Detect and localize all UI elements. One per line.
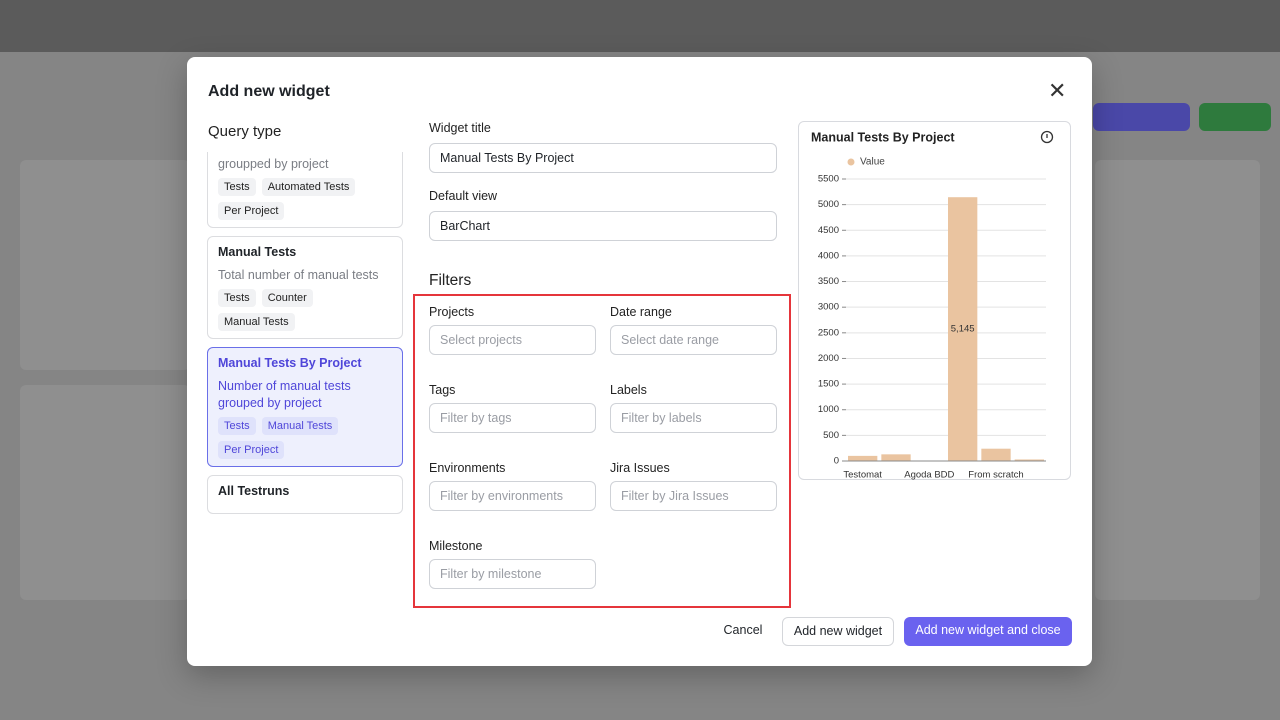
card-tags: Tests Counter Manual Tests (218, 289, 392, 331)
bar (1014, 459, 1044, 461)
y-tick-label: 1000 (818, 404, 839, 415)
query-cards: Number of automated tests groupped by pr… (207, 152, 403, 514)
highlight-box (413, 294, 791, 608)
tag: Tests (218, 178, 256, 196)
filter-label: Labels (610, 383, 647, 397)
filter-input[interactable]: Filter by tags (429, 403, 596, 433)
y-tick-label: 0 (834, 456, 839, 467)
tag: Automated Tests (261, 178, 356, 196)
filter-input[interactable]: Select date range (610, 325, 777, 355)
card-tags: Tests Manual Tests Per Project (218, 417, 392, 459)
y-tick-label: 2500 (818, 327, 839, 338)
backdrop-panel (20, 385, 190, 600)
backdrop-panel (20, 160, 190, 370)
filters-heading: Filters (429, 272, 472, 289)
query-type-heading: Query type (208, 123, 282, 140)
data-label: 5,145 (951, 324, 975, 335)
query-card[interactable]: All Testruns (207, 475, 403, 514)
default-view-select[interactable]: BarChart (429, 211, 777, 241)
y-tick-label: 500 (823, 430, 839, 441)
filter-label: Tags (429, 383, 456, 397)
cancel-button[interactable]: Cancel (723, 623, 763, 637)
backdrop-button (1199, 103, 1271, 131)
card-name: Manual Tests (218, 245, 297, 259)
card-description: Number of automated tests groupped by pr… (218, 152, 369, 171)
x-tick-label: Testomat (843, 470, 882, 480)
filter-label: Projects (429, 305, 475, 319)
tag: Per Project (218, 441, 285, 459)
tag: Tests (218, 289, 256, 307)
query-list: Number of automated tests groupped by pr… (207, 152, 403, 515)
tag: Manual Tests (261, 417, 339, 435)
legend-swatch (847, 158, 855, 166)
query-card[interactable]: Manual Tests Total number of manual tests… (207, 236, 403, 339)
card-tags: Tests Automated Tests Per Project (218, 178, 392, 220)
card-description: Number of manual tests grouped by projec… (218, 379, 351, 410)
x-tick-label: From scratch (968, 470, 1023, 480)
tag: Per Project (218, 202, 285, 220)
backdrop-panel (1095, 160, 1260, 600)
card-name: All Testruns (218, 484, 290, 498)
filter-label: Jira Issues (610, 461, 670, 475)
filter-input[interactable]: Filter by milestone (429, 559, 596, 589)
y-tick-label: 4000 (818, 250, 839, 261)
filter-input[interactable]: Filter by environments (429, 481, 596, 511)
bar (848, 455, 878, 461)
bar (881, 454, 911, 461)
y-tick-label: 3000 (818, 302, 839, 313)
chart-title: Manual Tests By Project (811, 130, 955, 144)
tag: Tests (218, 417, 256, 435)
info-icon[interactable] (1040, 130, 1054, 144)
modal-title: Add new widget (208, 83, 330, 100)
backdrop-button (1093, 103, 1190, 131)
backdrop-nav (0, 0, 1280, 52)
card-name: Manual Tests By Project (218, 356, 362, 370)
card-description: Total number of manual tests (218, 268, 379, 282)
query-card[interactable]: Manual Tests By Project Number of manual … (207, 347, 403, 467)
y-tick-label: 5000 (818, 199, 839, 210)
field-label: Default view (429, 189, 498, 203)
y-tick-label: 5500 (818, 174, 839, 185)
preview-card: Manual Tests By Project Value 0 500 1000 150… (798, 121, 1071, 480)
add-button[interactable]: Add new widget (782, 617, 894, 646)
y-tick-label: 1500 (818, 379, 839, 390)
y-tick-label: 3500 (818, 276, 839, 287)
widget-title-input[interactable]: Manual Tests By Project (429, 143, 777, 173)
tag: Counter (261, 289, 313, 307)
add-close-button[interactable]: Add new widget and close (904, 617, 1072, 646)
close-button[interactable]: ✕ (1048, 78, 1067, 103)
filter-label: Date range (610, 305, 672, 319)
filter-label: Environments (429, 461, 506, 475)
filter-label: Milestone (429, 539, 483, 553)
filter-input[interactable]: Filter by Jira Issues (610, 481, 777, 511)
filter-input[interactable]: Filter by labels (610, 403, 777, 433)
x-tick-label: Agoda BDD (904, 470, 954, 480)
tag: Manual Tests (218, 313, 295, 331)
bar (948, 197, 978, 461)
y-tick-label: 2000 (818, 353, 839, 364)
field-label: Widget title (429, 121, 491, 135)
query-card[interactable]: Number of automated tests groupped by pr… (207, 152, 403, 228)
filter-input[interactable]: Select projects (429, 325, 596, 355)
legend-label: Value (860, 157, 885, 168)
bar (981, 448, 1011, 461)
chart: Manual Tests By Project Value 0 500 1000 150… (811, 130, 1054, 480)
y-tick-label: 4500 (818, 225, 839, 236)
